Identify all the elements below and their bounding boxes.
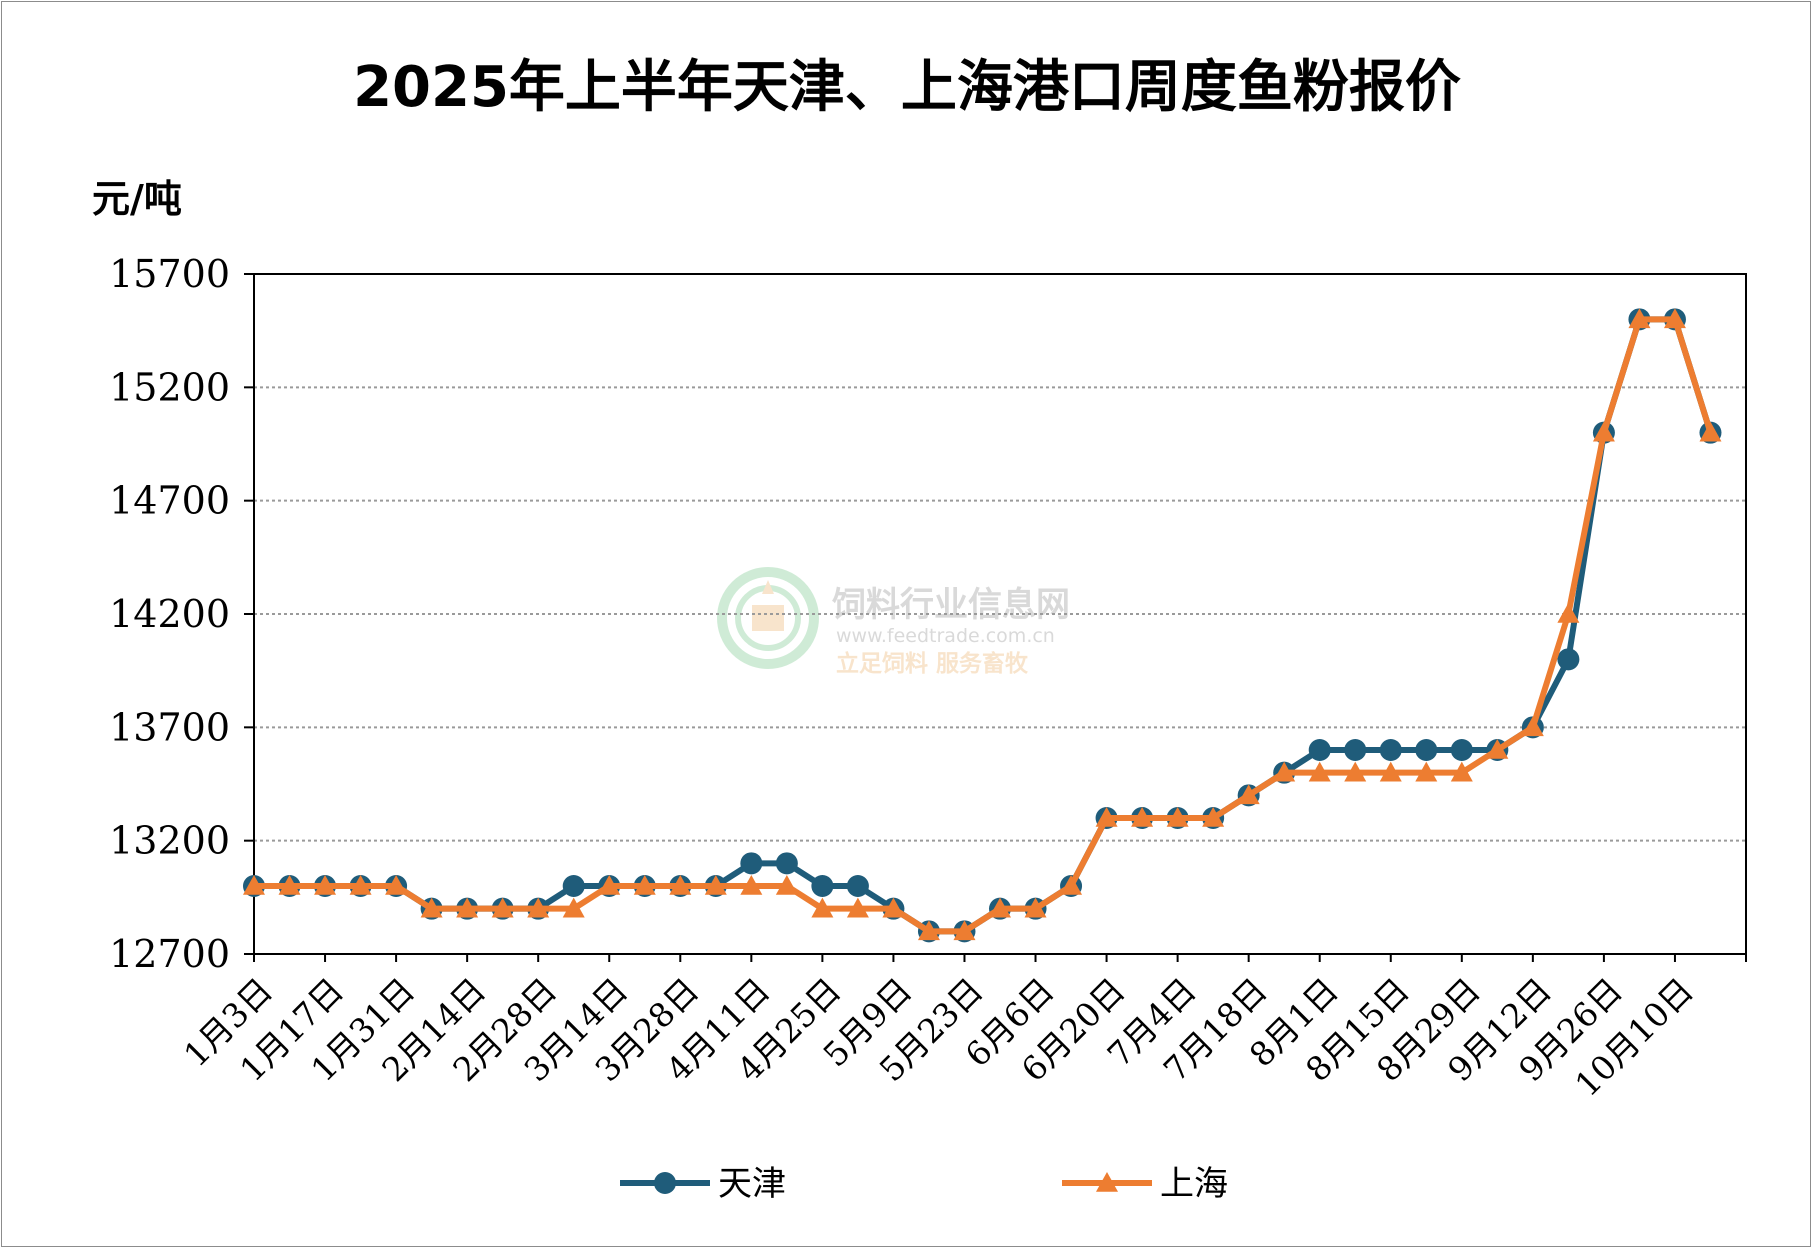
data-point (669, 875, 692, 895)
data-point (811, 875, 834, 897)
data-point (704, 875, 727, 895)
legend-label: 天津 (718, 1164, 786, 1204)
data-point (1450, 761, 1473, 782)
data-point (633, 875, 656, 895)
y-tick-label: 15700 (109, 252, 230, 296)
legend: 天津 上海 (620, 1164, 1228, 1204)
data-point (1060, 875, 1083, 895)
data-point (420, 897, 443, 918)
axes (244, 273, 1747, 962)
data-point (917, 920, 940, 941)
watermark: 饲料行业信息网 www.feedtrade.com.cn 立足饲料 服务畜牧 (717, 567, 1070, 677)
data-point (385, 875, 408, 895)
y-tick-label: 12700 (109, 932, 230, 976)
data-point (1202, 807, 1225, 827)
data-point (598, 875, 621, 895)
data-point (1308, 739, 1331, 761)
legend-label: 上海 (1160, 1164, 1228, 1204)
data-point (456, 897, 479, 918)
legend-marker (654, 1172, 676, 1194)
watermark-slogan: 立足饲料 服务畜牧 (836, 650, 1029, 677)
data-point (811, 897, 834, 918)
y-tick-label: 13700 (109, 705, 230, 749)
gridlines (254, 273, 1746, 842)
data-point (1592, 421, 1615, 442)
y-tick-label: 13200 (109, 819, 230, 863)
y-axis-ticks: 12700 13200 13700 14200 14700 15200 15700 (109, 252, 230, 976)
data-point (1344, 761, 1367, 782)
y-tick-label: 14200 (109, 592, 230, 636)
data-point (243, 875, 265, 895)
legend-item-天津: 天津 (620, 1164, 786, 1204)
data-point (846, 897, 869, 918)
data-point (1557, 603, 1580, 623)
data-point (740, 852, 763, 875)
data-point (1521, 716, 1544, 737)
x-axis-ticks: 1月3日1月17日1月31日2月14日2月28日3月14日3月28日4月11日4… (176, 970, 1701, 1104)
data-point (278, 875, 301, 895)
data-point (349, 875, 372, 895)
legend-item-上海: 上海 (1062, 1164, 1228, 1204)
data-point (1237, 784, 1260, 805)
data-point (1699, 421, 1722, 442)
legend-marker (1096, 1172, 1118, 1192)
data-point (1628, 308, 1651, 329)
data-point (527, 897, 550, 918)
data-point (1415, 761, 1438, 782)
data-point (1663, 308, 1686, 329)
data-point (1379, 739, 1402, 761)
series-group (243, 308, 1722, 943)
data-point (562, 897, 585, 918)
data-point (1344, 739, 1367, 761)
watermark-name: 饲料行业信息网 (832, 585, 1070, 625)
data-point (846, 875, 869, 897)
data-point (1486, 739, 1509, 759)
data-point (1166, 807, 1189, 827)
data-point (491, 897, 514, 918)
data-point (740, 875, 763, 895)
y-tick-label: 14700 (109, 479, 230, 523)
data-point (1450, 739, 1473, 761)
data-point (775, 852, 798, 875)
data-point (882, 897, 905, 918)
data-point (1273, 761, 1296, 782)
data-point (1557, 648, 1580, 671)
y-axis-unit-label: 元/吨 (92, 177, 182, 221)
chart-title: 2025年上半年天津、上海港口周度鱼粉报价 (353, 55, 1461, 120)
data-point (1308, 761, 1331, 782)
y-tick-label: 15200 (109, 365, 230, 409)
data-point (1379, 761, 1402, 782)
data-point (989, 897, 1011, 918)
data-point (1095, 807, 1118, 827)
data-point (1131, 807, 1154, 827)
watermark-logo-icon (717, 567, 819, 669)
data-point (1024, 897, 1047, 918)
data-point (1415, 739, 1438, 761)
series-上海 (243, 308, 1722, 941)
data-point (775, 875, 798, 895)
data-point (314, 875, 337, 895)
watermark-url: www.feedtrade.com.cn (836, 625, 1055, 647)
data-point (953, 920, 976, 941)
data-point (562, 875, 585, 897)
